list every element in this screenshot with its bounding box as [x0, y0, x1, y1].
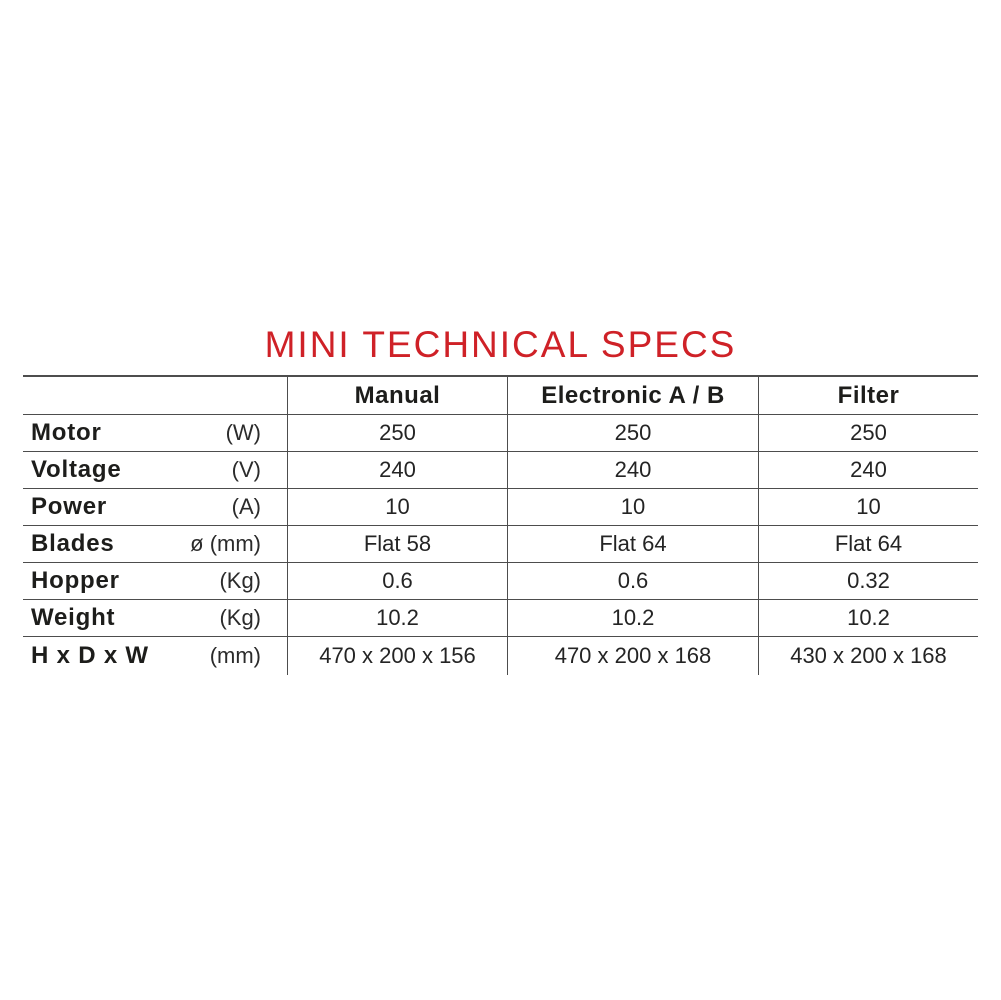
- value-cell: 240: [287, 452, 507, 488]
- cell-value: 250: [379, 420, 416, 445]
- cell-value: 10.2: [847, 605, 890, 630]
- row-unit: ø (mm): [190, 531, 261, 556]
- row-header-cell: Weight (Kg): [23, 600, 287, 636]
- cell-value: 10.2: [611, 605, 655, 630]
- value-cell: 470 x 200 x 168: [507, 637, 758, 675]
- cell-value: 10.2: [376, 605, 419, 630]
- value-cell: Flat 64: [507, 526, 758, 562]
- header-empty-cell: [23, 377, 287, 414]
- column-header-label: Filter: [837, 381, 900, 409]
- row-header-cell: Hopper (Kg): [23, 563, 287, 599]
- table-row-motor: Motor (W) 250 250 250: [23, 415, 978, 452]
- cell-value: 0.6: [382, 568, 413, 593]
- row-label: Voltage: [31, 456, 122, 483]
- value-cell: 10: [507, 489, 758, 525]
- column-header-filter: Filter: [758, 377, 978, 414]
- value-cell: 250: [507, 415, 758, 451]
- row-unit: (V): [231, 457, 261, 482]
- value-cell: 470 x 200 x 156: [287, 637, 507, 675]
- cell-value: 10: [620, 494, 646, 519]
- row-label: H x D x W: [31, 642, 149, 669]
- row-header-cell: H x D x W (mm): [23, 637, 287, 675]
- value-cell: 10.2: [758, 600, 978, 636]
- column-header-label: Manual: [354, 381, 441, 409]
- table-row-weight: Weight (Kg) 10.2 10.2 10.2: [23, 600, 978, 637]
- row-header-cell: Voltage (V): [23, 452, 287, 488]
- cell-value: 240: [614, 457, 652, 482]
- value-cell: 240: [507, 452, 758, 488]
- cell-value: 10: [856, 494, 881, 519]
- cell-value: Flat 64: [834, 531, 903, 556]
- value-cell: 0.6: [507, 563, 758, 599]
- cell-value: 430 x 200 x 168: [790, 643, 947, 668]
- value-cell: 10: [287, 489, 507, 525]
- value-cell: 430 x 200 x 168: [758, 637, 978, 675]
- value-cell: 0.6: [287, 563, 507, 599]
- value-cell: 10: [758, 489, 978, 525]
- value-cell: Flat 64: [758, 526, 978, 562]
- row-header-cell: Motor (W): [23, 415, 287, 451]
- row-label: Motor: [31, 419, 102, 446]
- cell-value: 250: [614, 420, 652, 445]
- page-title: MINI TECHNICAL SPECS: [264, 324, 737, 365]
- column-header-label: Electronic A / B: [541, 381, 725, 409]
- value-cell: 0.32: [758, 563, 978, 599]
- value-cell: 250: [758, 415, 978, 451]
- table-row-blades: Blades ø (mm) Flat 58 Flat 64 Flat 64: [23, 526, 978, 563]
- cell-value: 240: [379, 457, 416, 482]
- value-cell: 10.2: [287, 600, 507, 636]
- value-cell: 240: [758, 452, 978, 488]
- row-label: Hopper: [31, 567, 120, 594]
- value-cell: 250: [287, 415, 507, 451]
- cell-value: 0.32: [847, 568, 890, 593]
- row-label: Power: [31, 493, 108, 520]
- cell-value: 0.6: [617, 568, 649, 593]
- cell-value: 470 x 200 x 168: [554, 643, 712, 668]
- row-unit: (Kg): [219, 605, 261, 630]
- technical-specs-table: Manual Electronic A / B Filter Motor (W)…: [23, 375, 978, 675]
- table-row-dimensions: H x D x W (mm) 470 x 200 x 156 470 x 200…: [23, 637, 978, 675]
- row-unit: (A): [231, 494, 261, 519]
- table-header-row: Manual Electronic A / B Filter: [23, 377, 978, 415]
- row-label: Blades: [31, 530, 115, 557]
- table-row-hopper: Hopper (Kg) 0.6 0.6 0.32: [23, 563, 978, 600]
- column-header-manual: Manual: [287, 377, 507, 414]
- row-unit: (Kg): [219, 568, 261, 593]
- value-cell: 10.2: [507, 600, 758, 636]
- cell-value: Flat 64: [599, 531, 667, 556]
- column-header-electronic: Electronic A / B: [507, 377, 758, 414]
- value-cell: Flat 58: [287, 526, 507, 562]
- row-header-cell: Blades ø (mm): [23, 526, 287, 562]
- table-row-power: Power (A) 10 10 10: [23, 489, 978, 526]
- row-unit: (mm): [209, 643, 261, 668]
- table-row-voltage: Voltage (V) 240 240 240: [23, 452, 978, 489]
- cell-value: 240: [850, 457, 887, 482]
- cell-value: 10: [385, 494, 410, 519]
- cell-value: 250: [850, 420, 887, 445]
- cell-value: 470 x 200 x 156: [319, 643, 476, 668]
- row-label: Weight: [31, 604, 116, 631]
- row-unit: (W): [225, 420, 261, 445]
- cell-value: Flat 58: [363, 531, 432, 556]
- row-header-cell: Power (A): [23, 489, 287, 525]
